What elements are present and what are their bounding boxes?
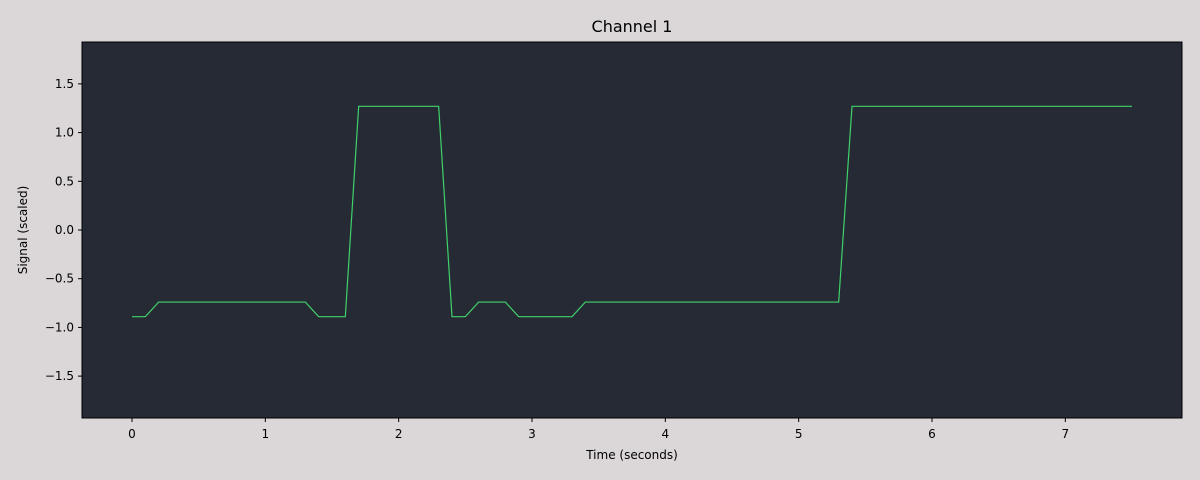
plot-frame <box>81 41 1183 419</box>
x-tick-label: 1 <box>262 427 270 441</box>
y-tick-label: −0.5 <box>45 272 74 286</box>
chart-title: Channel 1 <box>592 17 673 36</box>
y-tick-label: −1.0 <box>45 320 74 334</box>
y-tick-label: 1.5 <box>55 77 74 91</box>
x-tick-label: 0 <box>128 427 136 441</box>
y-axis-ticks: −1.5 −1.0 −0.5 0.0 0.5 1.0 1.5 <box>45 77 82 383</box>
series-layer <box>132 105 1132 318</box>
x-tick-label: 4 <box>662 427 670 441</box>
y-tick-label: 0.0 <box>55 223 74 237</box>
y-tick-label: 1.0 <box>55 126 74 140</box>
x-tick-label: 6 <box>928 427 936 441</box>
x-axis-label: Time (seconds) <box>585 448 678 462</box>
series-line <box>132 105 1132 318</box>
x-tick-label: 7 <box>1062 427 1070 441</box>
x-tick-label: 2 <box>395 427 403 441</box>
plot-area <box>82 42 1182 418</box>
x-axis-ticks: 0 1 2 3 4 5 6 7 <box>128 418 1069 441</box>
x-tick-label: 3 <box>528 427 536 441</box>
y-axis-label: Signal (scaled) <box>16 186 30 275</box>
y-tick-label: 0.5 <box>55 174 74 188</box>
x-tick-label: 5 <box>795 427 803 441</box>
y-tick-label: −1.5 <box>45 369 74 383</box>
